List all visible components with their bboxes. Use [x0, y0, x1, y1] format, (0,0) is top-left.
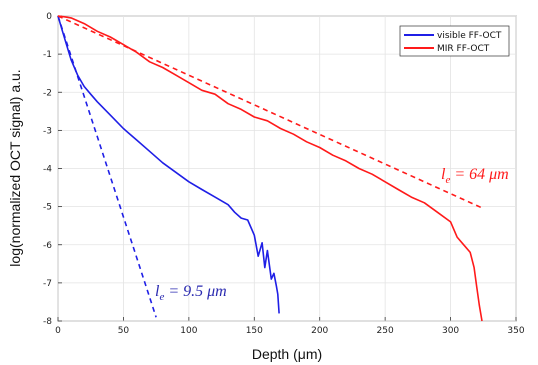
annotation-visible: le = 9.5 μm: [155, 283, 227, 303]
legend-box: [399, 25, 510, 57]
x-tick-label: 200: [311, 326, 328, 336]
series-fit-line-3: [57, 15, 484, 210]
y-tick-label: -7: [43, 279, 52, 289]
y-tick-label: -6: [43, 241, 52, 251]
y-tick-label: -8: [43, 317, 52, 327]
series-layer: [57, 15, 484, 322]
x-tick-label: 250: [377, 326, 394, 336]
y-tick-label: -3: [43, 126, 52, 136]
y-tick-label: -4: [43, 165, 52, 175]
grid: [57, 15, 517, 322]
x-tick-labels: 0 50 100 150 200 250 300 350: [55, 326, 525, 336]
annotation-visible-symbol: l: [155, 283, 160, 300]
x-tick-label: 150: [246, 326, 263, 336]
y-tick-label: -2: [43, 88, 52, 98]
annotation-mir: le = 64 μm: [441, 166, 509, 186]
y-axis-label: log(normalized OCT signal) a.u.: [7, 69, 23, 266]
x-tick-label: 0: [55, 326, 61, 336]
series-fit-line-1: [57, 15, 157, 318]
annotation-visible-subscript: e: [159, 291, 164, 303]
y-tick-label: 0: [46, 12, 52, 22]
y-tick-label: -1: [43, 50, 52, 60]
annotation-mir-symbol: l: [441, 166, 446, 183]
x-tick-label: 300: [442, 326, 459, 336]
series-visible-ff-oct: [57, 15, 280, 314]
x-tick-label: 350: [507, 326, 524, 336]
annotation-mir-subscript: e: [445, 174, 450, 186]
legend-label-visible: visible FF-OCT: [437, 31, 502, 41]
y-tick-label: -5: [43, 203, 52, 213]
annotation-visible-value: = 9.5 μm: [164, 283, 226, 300]
y-tick-labels: 0 -1 -2 -3 -4 -5 -6 -7 -8: [43, 12, 52, 327]
annotation-mir-value: = 64 μm: [450, 166, 508, 183]
x-tick-label: 100: [180, 326, 197, 336]
x-axis-label: Depth (μm): [252, 346, 322, 362]
legend-label-mir: MIR FF-OCT: [437, 44, 490, 54]
legend: visible FF-OCT MIR FF-OCT: [399, 25, 510, 57]
x-tick-label: 50: [118, 326, 130, 336]
